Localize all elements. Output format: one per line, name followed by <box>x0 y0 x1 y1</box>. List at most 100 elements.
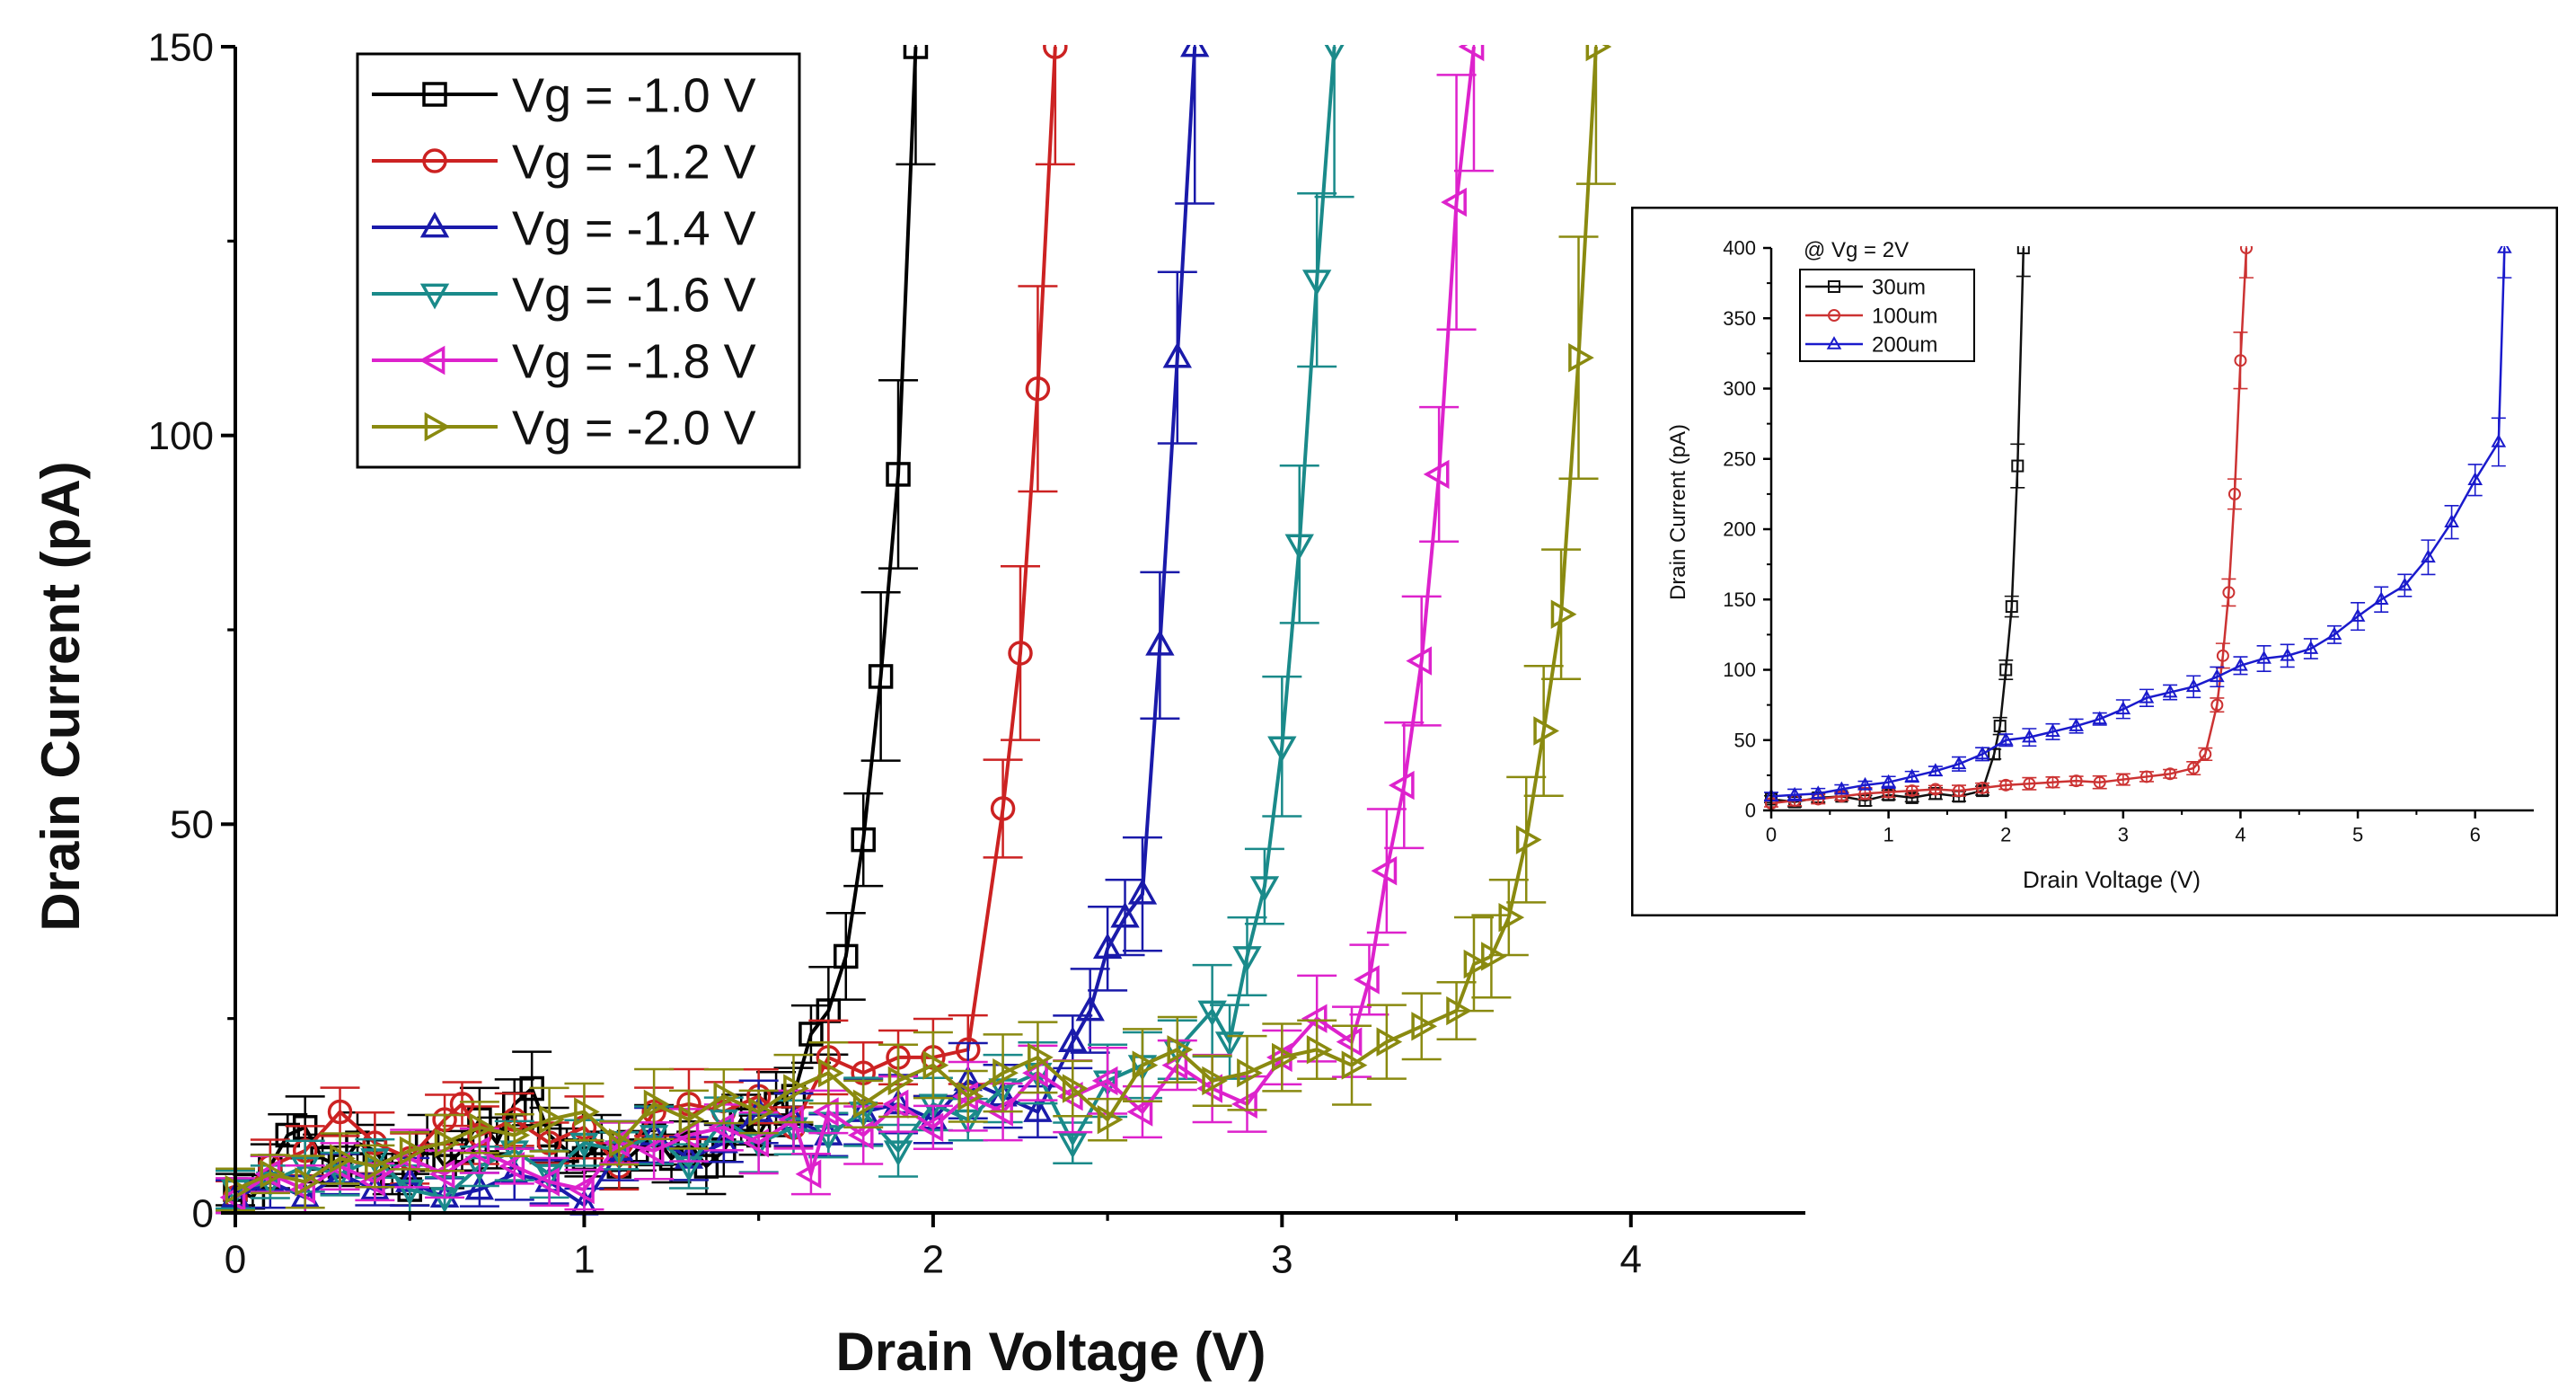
legend-entry: Vg = -1.0 V <box>372 68 756 122</box>
data-point <box>851 827 876 853</box>
data-point <box>1237 1058 1263 1088</box>
data-point <box>1301 1004 1328 1033</box>
data-point <box>2233 657 2248 671</box>
x-tick-label: 0 <box>1766 823 1777 845</box>
data-point <box>1028 1042 1054 1073</box>
y-tick-label: 0 <box>1745 800 1756 822</box>
data-point <box>1249 876 1280 902</box>
data-point <box>2497 246 2512 253</box>
data-point <box>643 1089 670 1119</box>
legend-entry: 200um <box>1805 333 1937 358</box>
data-point <box>1498 902 1525 933</box>
data-point <box>2185 678 2201 693</box>
x-tick-label: 2 <box>922 1238 944 1282</box>
data-point <box>1999 663 2013 677</box>
data-point <box>990 796 1016 821</box>
data-point <box>463 1136 490 1165</box>
data-point <box>574 1097 600 1127</box>
data-point <box>464 1173 495 1200</box>
data-point <box>1585 45 1612 62</box>
data-point <box>2234 354 2247 367</box>
data-point <box>2397 577 2413 591</box>
data-point <box>2228 487 2241 500</box>
legend-box <box>356 52 801 469</box>
data-point <box>327 1099 353 1125</box>
data-point <box>1097 1104 1124 1135</box>
legend-label: 100um <box>1872 305 1937 329</box>
data-point <box>952 1082 979 1111</box>
data-point <box>783 1074 809 1103</box>
data-point <box>1267 736 1297 763</box>
data-point <box>638 1136 665 1165</box>
data-point <box>2326 626 2342 641</box>
legend-marker <box>419 283 450 310</box>
data-point <box>834 943 859 969</box>
data-point <box>1145 629 1175 656</box>
data-point <box>2373 591 2389 606</box>
x-tick-label: 4 <box>1620 1238 1642 1282</box>
data-point <box>534 1167 560 1197</box>
data-point <box>2046 775 2060 789</box>
data-point <box>795 1159 822 1189</box>
data-point <box>743 1128 770 1158</box>
inset-y-axis-label: Drain Current (pA) <box>1666 424 1690 600</box>
data-point <box>748 1097 775 1127</box>
legend-entry: 30um <box>1805 276 1926 300</box>
main-y-axis-label: Drain Current (pA) <box>31 461 91 931</box>
data-point <box>2350 608 2366 622</box>
data-point <box>539 1104 565 1135</box>
data-point <box>2139 689 2155 703</box>
data-point <box>1976 781 1989 794</box>
y-tick-label: 250 <box>1723 447 1756 470</box>
legend-marker <box>419 211 450 238</box>
data-point <box>2115 701 2131 715</box>
data-point <box>818 1058 844 1088</box>
series-200um <box>1763 246 2512 802</box>
data-point <box>1271 1042 1298 1073</box>
data-point <box>434 1128 461 1158</box>
data-point <box>1810 785 1826 800</box>
y-tick-label: 300 <box>1723 377 1756 400</box>
data-point <box>1881 774 1896 788</box>
legend-entry: 100um <box>1805 305 1937 329</box>
data-point <box>903 45 929 59</box>
data-point <box>1162 341 1192 368</box>
legend-entry: Vg = -1.8 V <box>372 334 756 388</box>
data-point <box>2139 770 2153 783</box>
legend-marker <box>1828 309 1840 322</box>
data-point <box>2092 711 2108 725</box>
legend-marker <box>422 148 447 173</box>
data-point <box>219 1182 246 1212</box>
legend-label: Vg = -1.0 V <box>512 68 756 122</box>
x-tick-label: 2 <box>2000 823 2011 845</box>
data-point <box>399 1136 426 1165</box>
series-line <box>1770 247 2248 805</box>
data-point <box>922 1050 949 1080</box>
data-point <box>1127 878 1158 905</box>
data-point <box>1132 1050 1159 1080</box>
data-point <box>569 1174 595 1205</box>
legend-entry: Vg = -1.4 V <box>372 201 756 255</box>
legend-marker <box>419 345 446 376</box>
data-point <box>603 1128 630 1158</box>
data-point <box>225 1174 251 1205</box>
legend-label: Vg = -1.2 V <box>512 135 756 189</box>
data-point <box>882 1089 909 1119</box>
data-point <box>2216 649 2229 662</box>
data-point <box>1857 776 1873 791</box>
data-point <box>2022 729 2037 743</box>
data-point <box>2210 668 2225 683</box>
series-100um <box>1764 246 2254 810</box>
data-point <box>1458 45 1485 62</box>
data-point <box>1180 45 1210 58</box>
data-point <box>1388 770 1415 801</box>
legend-marker <box>1826 336 1842 350</box>
main-legend: Vg = -1.0 V Vg = -1.2 V Vg = -1.4 V Vg = -1… <box>356 52 801 469</box>
data-point <box>2256 650 2272 664</box>
x-tick-label: 6 <box>2470 823 2481 845</box>
data-point <box>2303 641 2319 654</box>
data-point <box>1075 995 1105 1022</box>
data-point <box>295 1167 322 1197</box>
main-x-axis-label: Drain Voltage (V) <box>836 1322 1266 1382</box>
data-point <box>887 1066 914 1096</box>
